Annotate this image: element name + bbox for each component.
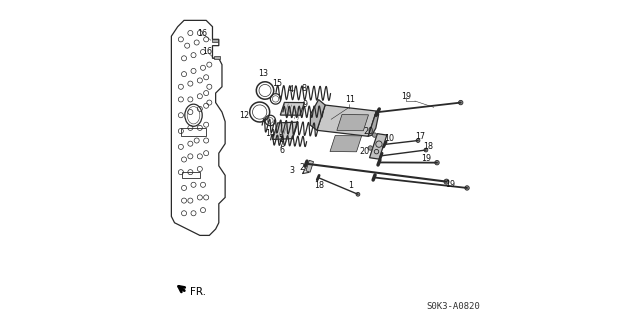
Text: 19: 19 <box>401 92 411 101</box>
Polygon shape <box>280 102 304 115</box>
Text: 20: 20 <box>360 147 370 156</box>
Text: 19: 19 <box>445 180 455 189</box>
Text: 16: 16 <box>202 48 212 56</box>
Circle shape <box>356 192 360 196</box>
Polygon shape <box>369 134 387 159</box>
Text: 8: 8 <box>302 85 307 93</box>
Circle shape <box>424 148 428 152</box>
Text: 4: 4 <box>289 85 294 94</box>
Text: 14: 14 <box>265 129 275 137</box>
Text: 17: 17 <box>415 132 426 141</box>
Polygon shape <box>368 111 379 136</box>
Text: 18: 18 <box>424 142 433 151</box>
Circle shape <box>416 139 420 142</box>
Circle shape <box>444 179 449 184</box>
Text: 18: 18 <box>314 181 324 190</box>
Text: 16: 16 <box>197 29 207 38</box>
Text: 12: 12 <box>239 111 250 120</box>
Bar <box>182 172 200 178</box>
Text: 5: 5 <box>278 134 284 143</box>
Bar <box>181 128 206 136</box>
Circle shape <box>458 100 463 105</box>
Text: 6: 6 <box>280 146 285 155</box>
Circle shape <box>372 133 377 137</box>
Text: 1: 1 <box>348 181 353 190</box>
Text: 3: 3 <box>289 166 294 175</box>
Circle shape <box>368 146 372 150</box>
Text: 20: 20 <box>364 127 374 137</box>
Text: 10: 10 <box>385 134 395 143</box>
Polygon shape <box>330 136 362 152</box>
Text: 2: 2 <box>300 163 305 172</box>
Polygon shape <box>273 122 298 139</box>
Circle shape <box>465 186 469 190</box>
Text: 15: 15 <box>272 79 282 88</box>
Text: 7: 7 <box>278 141 283 150</box>
Text: S0K3-A0820: S0K3-A0820 <box>426 302 480 311</box>
Polygon shape <box>310 100 325 130</box>
Bar <box>212 39 218 41</box>
Text: 11: 11 <box>345 95 355 104</box>
Circle shape <box>435 160 439 165</box>
Text: 19: 19 <box>421 154 431 163</box>
Text: FR.: FR. <box>190 287 206 297</box>
Bar <box>214 56 220 59</box>
Polygon shape <box>337 115 369 131</box>
Polygon shape <box>317 105 376 136</box>
Text: 13: 13 <box>259 69 268 78</box>
Bar <box>306 160 314 172</box>
Text: 9: 9 <box>303 100 308 109</box>
